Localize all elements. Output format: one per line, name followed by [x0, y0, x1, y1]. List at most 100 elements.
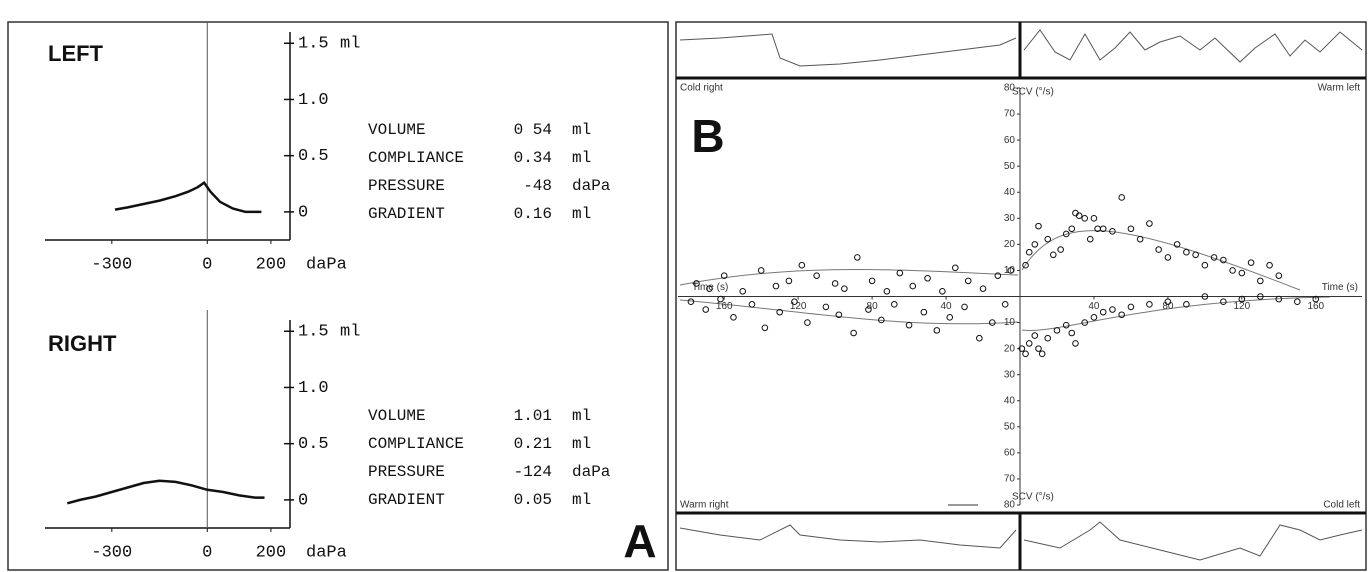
data-point: [835, 311, 843, 319]
data-point: [994, 272, 1002, 279]
readout-label: VOLUME: [368, 121, 426, 139]
y-tick-label: 80: [1004, 83, 1016, 94]
y-tick-label: 40: [1004, 187, 1016, 198]
data-point: [717, 295, 724, 303]
x-tick-label: 80: [867, 301, 879, 312]
data-point: [1099, 308, 1107, 316]
y-tick-label: 0.5: [298, 435, 329, 454]
data-point: [1220, 256, 1227, 264]
readout-value: -124: [514, 463, 552, 481]
readout-unit: daPa: [572, 177, 611, 195]
x-unit: daPa: [306, 543, 347, 562]
data-point: [772, 282, 780, 290]
data-point: [1007, 267, 1015, 274]
data-point: [757, 267, 765, 274]
data-point: [804, 319, 811, 326]
data-point: [791, 298, 798, 306]
y-axis-label: SCV (°/s): [1012, 87, 1054, 98]
data-point: [1075, 212, 1083, 220]
readout-label: VOLUME: [368, 407, 426, 425]
x-tick-label: 0: [202, 543, 212, 562]
data-point: [1275, 295, 1283, 303]
data-point: [730, 314, 737, 321]
panel-a-frame: [7, 21, 669, 571]
data-point: [720, 272, 728, 279]
y-tick-label: 0.5: [298, 147, 329, 166]
data-point: [1173, 241, 1181, 248]
y-tick-label: 50: [1004, 421, 1016, 432]
data-point: [1035, 222, 1042, 230]
data-point: [868, 277, 876, 285]
data-point: [961, 303, 968, 311]
y-tick-label: 70: [1004, 474, 1016, 485]
fit-curve: [679, 299, 1019, 325]
data-point: [933, 327, 941, 334]
readout-unit: ml: [572, 205, 591, 223]
y-tick-label: 1.0: [298, 91, 329, 110]
data-point: [890, 301, 898, 308]
readout-unit: ml: [572, 121, 591, 139]
data-point: [1257, 293, 1264, 300]
data-point: [702, 306, 710, 313]
data-point: [1118, 311, 1125, 319]
data-point: [1038, 350, 1046, 358]
data-point: [1068, 329, 1076, 337]
data-point: [1136, 235, 1144, 243]
readout-unit: ml: [572, 491, 591, 509]
y-tick-label: 50: [1004, 161, 1016, 172]
data-point: [865, 306, 872, 313]
data-point: [1109, 306, 1116, 313]
readout-value: 0.05: [514, 491, 552, 509]
y-unit: ml: [340, 35, 360, 54]
data-point: [1266, 261, 1273, 269]
data-point: [1090, 314, 1098, 321]
x-tick-label: 200: [256, 255, 287, 274]
x-tick-label: 160: [1307, 301, 1324, 312]
data-point: [1068, 225, 1076, 233]
data-point: [1031, 241, 1039, 248]
x-tick-label: -300: [91, 543, 132, 562]
x-unit: daPa: [306, 255, 347, 274]
data-point: [1090, 215, 1098, 222]
panel-label: A: [623, 515, 656, 567]
y-tick-label: 30: [1004, 369, 1016, 380]
data-point: [1210, 254, 1218, 261]
data-point: [854, 254, 861, 261]
data-point: [1293, 298, 1301, 306]
panel-label: B: [691, 110, 724, 162]
data-point: [739, 287, 747, 295]
data-point: [831, 280, 839, 287]
trace: [679, 524, 1017, 549]
data-point: [1155, 246, 1162, 253]
quadrant-label: Cold right: [680, 83, 723, 94]
y-tick-label: 30: [1004, 213, 1016, 224]
data-point: [1035, 345, 1042, 352]
y-tick-label: 20: [1004, 239, 1016, 250]
data-point: [1057, 246, 1064, 253]
y-tick-label: 1.5: [298, 323, 329, 342]
data-point: [1127, 303, 1135, 311]
y-tick-label: 40: [1004, 395, 1016, 406]
data-point: [988, 319, 996, 326]
x-tick-label: 40: [1088, 301, 1100, 312]
y-axis-label: SCV (°/s): [1012, 492, 1054, 503]
data-point: [1183, 301, 1190, 308]
readout-unit: ml: [572, 435, 591, 453]
data-point: [693, 280, 700, 287]
data-point: [761, 324, 769, 332]
data-point: [841, 285, 848, 292]
data-point: [920, 308, 928, 316]
y-tick-label: 10: [1004, 317, 1016, 328]
data-point: [1086, 235, 1094, 243]
data-point: [939, 287, 946, 295]
data-point: [1164, 254, 1172, 261]
x-axis-label: Time (s): [1322, 282, 1358, 293]
data-point: [1229, 267, 1236, 274]
readout-label: COMPLIANCE: [368, 149, 464, 167]
y-tick-label: 20: [1004, 343, 1016, 354]
x-tick-label: 160: [716, 301, 733, 312]
y-tick-label: 60: [1004, 448, 1016, 459]
tympanogram-line: [66, 479, 265, 505]
readout-unit: ml: [572, 149, 591, 167]
